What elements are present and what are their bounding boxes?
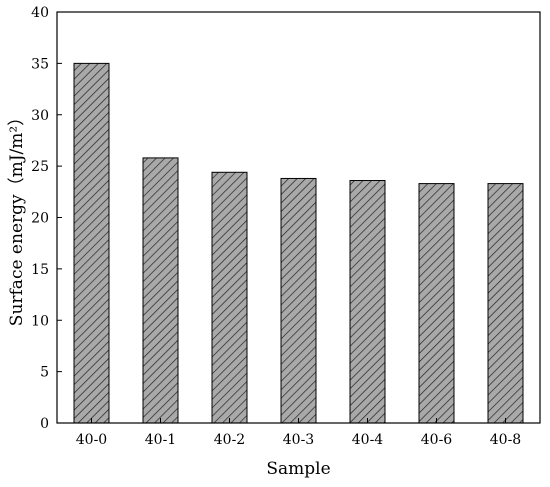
y-tick-label: 10 [31,313,49,329]
bar-40-6 [418,183,455,424]
x-tick-label: 40-6 [421,432,453,448]
y-tick-label: 30 [31,108,49,124]
bar-40-1 [142,157,179,424]
x-tick-label: 40-3 [283,432,314,448]
y-tick-label: 0 [40,416,49,432]
x-tick-label: 40-8 [490,432,521,448]
bar-40-4 [349,180,386,424]
y-tick-label: 40 [31,5,49,21]
x-axis-title: Sample [266,459,330,479]
bar-40-0 [73,62,110,424]
bar-40-8 [487,183,524,424]
x-tick-label: 40-1 [145,432,176,448]
y-axis-title: Surface energy（mJ/m²） [7,109,27,326]
bar-40-2 [211,171,248,424]
x-tick-label: 40-0 [76,432,107,448]
y-tick-label: 5 [40,365,49,381]
y-axis: 0 5 10 15 20 25 30 35 40 [31,5,62,432]
y-tick-label: 35 [31,56,49,72]
y-tick-label: 20 [31,211,49,227]
bar-40-3 [280,177,317,424]
bars-group [73,62,524,424]
x-tick-label: 40-4 [352,432,384,448]
x-tick-label: 40-2 [214,432,245,448]
x-axis: 40-0 40-1 40-2 40-3 40-4 40-6 40-8 [76,418,521,448]
y-tick-label: 15 [31,262,49,278]
y-tick-label: 25 [31,159,49,175]
